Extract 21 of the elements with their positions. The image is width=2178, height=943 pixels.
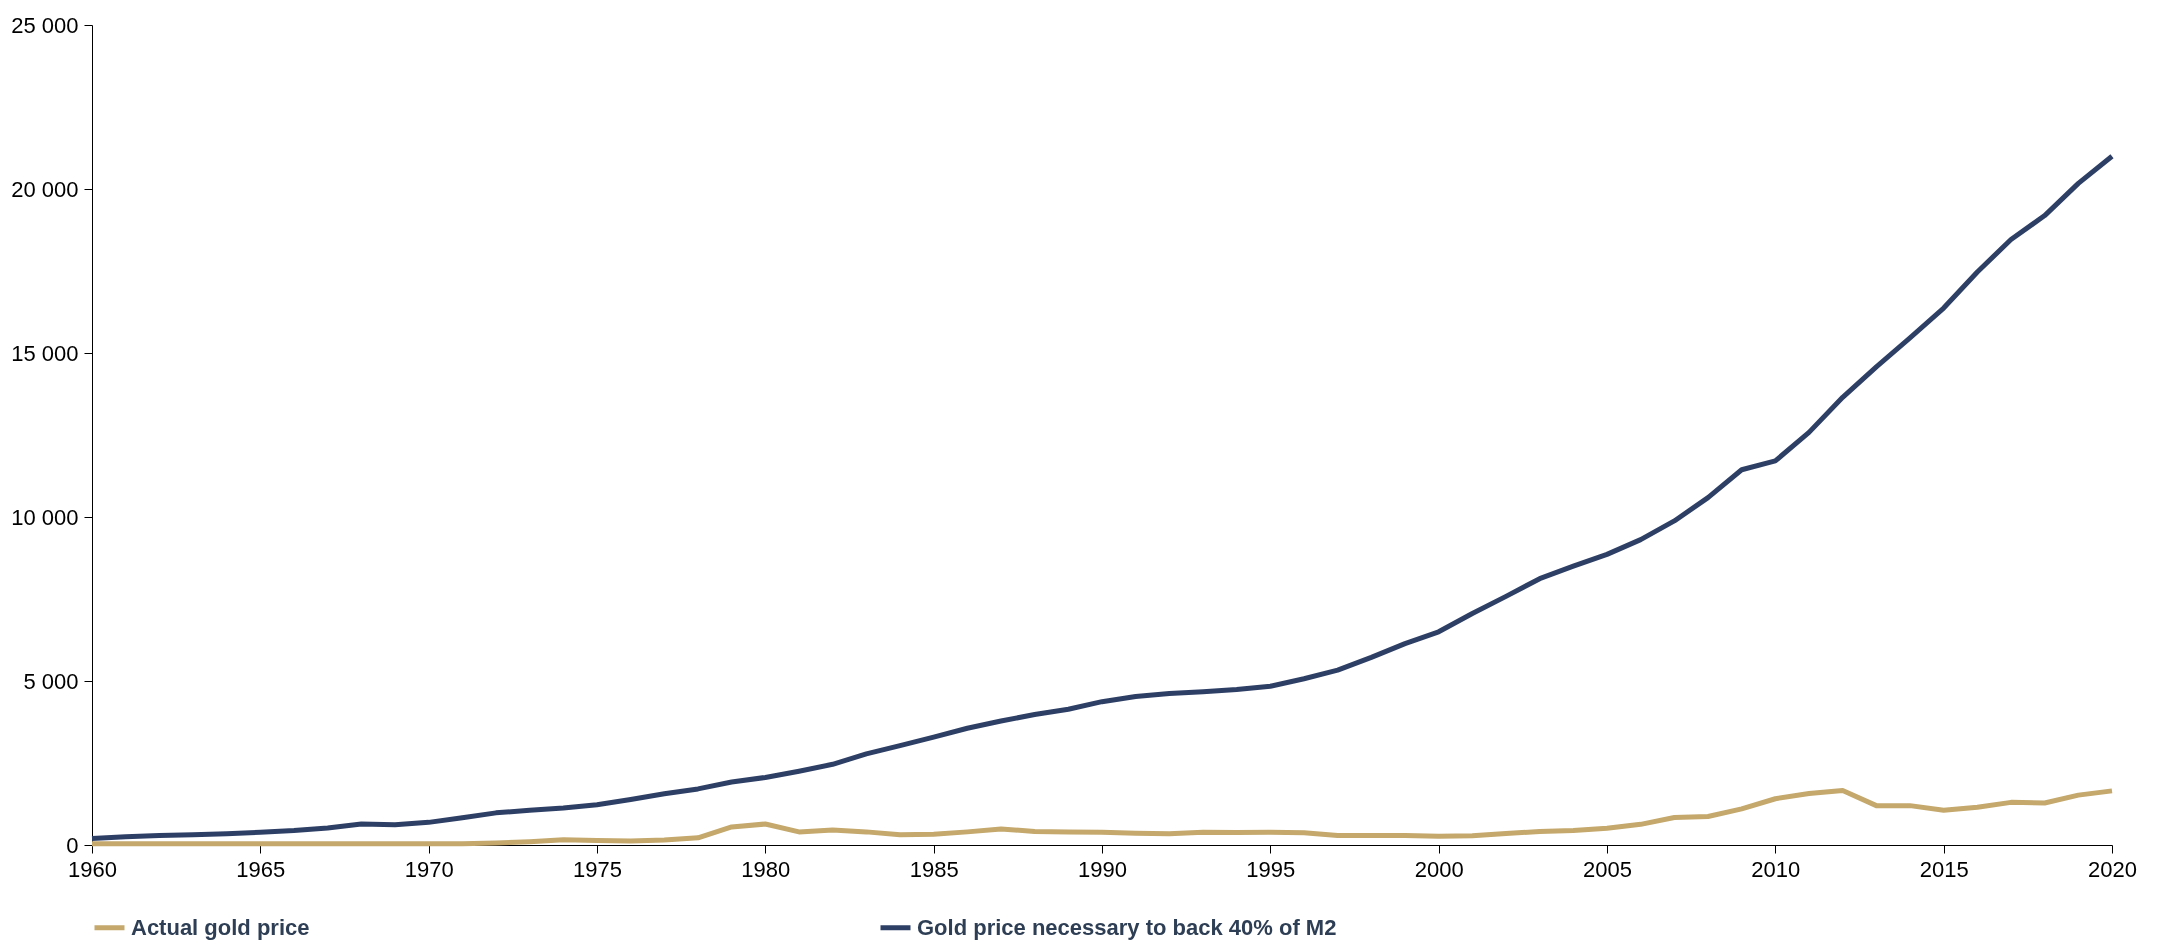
x-tick-label: 1965	[236, 856, 286, 882]
x-tick-label: 1985	[909, 856, 959, 882]
x-tick-label: 2020	[2088, 856, 2137, 882]
x-tick-label: 1990	[1078, 856, 1127, 882]
x-tick-label: 1960	[68, 856, 117, 882]
y-tick-label: 15 000	[11, 340, 79, 366]
x-tick-label: 1975	[573, 856, 622, 882]
x-tick-label: 2005	[1583, 856, 1632, 882]
x-tick-label: 2010	[1751, 856, 1801, 882]
x-tick-label: 2000	[1414, 856, 1464, 882]
x-tick-label: 1980	[741, 856, 791, 882]
x-tick-label: 2015	[1919, 856, 1969, 882]
y-tick-label: 20 000	[11, 176, 79, 202]
y-tick-label: 0	[66, 832, 79, 858]
legend-label: Actual gold price	[131, 914, 310, 940]
y-tick-label: 5 000	[23, 668, 79, 694]
x-tick-label: 1970	[404, 856, 454, 882]
y-tick-label: 25 000	[11, 12, 79, 38]
legend-label: Gold price necessary to back 40% of M2	[917, 914, 1337, 940]
y-tick-label: 10 000	[11, 504, 79, 530]
x-tick-label: 1995	[1246, 856, 1296, 882]
